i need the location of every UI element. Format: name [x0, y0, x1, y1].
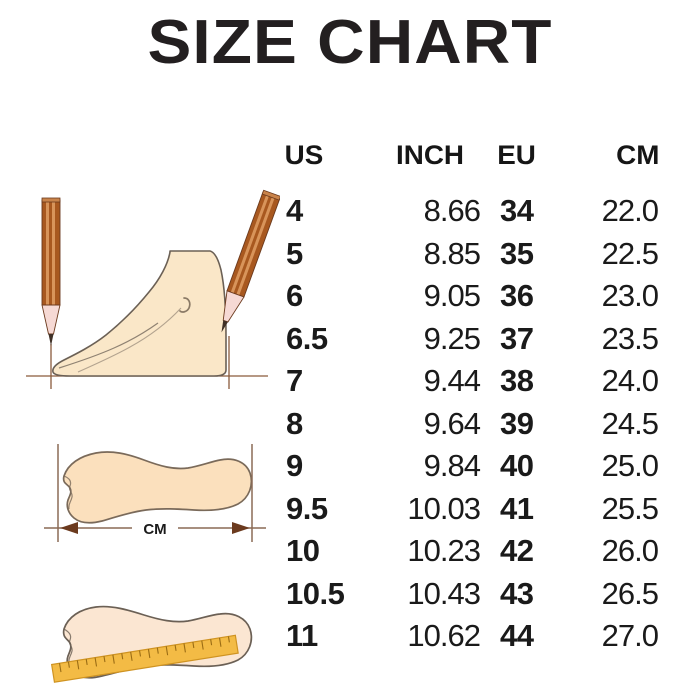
table-row: 4 8.66 34 22.0: [286, 190, 659, 233]
size-conversion-table: US INCH EU CM 4 8.66 34 22.0 5 8.85 35 22.5 6 9.0…: [284, 140, 660, 658]
cell-cm: 22.0: [601, 193, 659, 228]
foot-silhouette: [52, 250, 227, 377]
cell-us: 10.5: [286, 575, 345, 611]
table-row: 6.5 9.25 37 23.5: [286, 318, 659, 361]
footprint-cm-illustration: CM: [28, 418, 268, 568]
dimension-arrow-left: [60, 522, 78, 534]
table-row: 10 10.23 42 26.0: [286, 530, 659, 573]
dimension-arrow-right: [232, 522, 250, 534]
cell-cm: 24.5: [601, 405, 659, 441]
column-header-eu: EU: [497, 140, 536, 170]
pencil-right-icon: [221, 189, 280, 333]
cell-eu: 43: [500, 575, 534, 611]
cell-eu: 39: [500, 405, 534, 441]
table-header: US INCH EU CM: [284, 140, 660, 190]
cell-cm: 26.0: [601, 533, 659, 568]
cell-cm: 24.0: [601, 363, 659, 398]
cell-eu: 36: [500, 278, 534, 313]
cell-inch: 10.23: [407, 533, 481, 568]
cell-us: 6.5: [286, 320, 328, 356]
cell-cm: 25.0: [601, 448, 659, 483]
cell-us: 7: [286, 363, 303, 398]
sole-curve: [58, 322, 159, 369]
cell-eu: 34: [500, 193, 534, 228]
size-table: US INCH EU CM 4 8.66 34 22.0 5 8.85 35 22.5 6 9.0…: [284, 140, 660, 658]
cell-us: 6: [286, 278, 303, 313]
cell-eu: 35: [500, 235, 534, 271]
tape-ticks: [59, 636, 230, 673]
table-row: 6 9.05 36 23.0: [286, 275, 659, 318]
toe-nicks: [63, 628, 73, 664]
pencil-left-icon: [41, 197, 61, 346]
ankle-bone-mark: [179, 297, 191, 313]
table-row: 9.5 10.03 41 25.5: [286, 488, 659, 531]
column-header-cm: CM: [616, 140, 660, 170]
table-row: 10.5 10.43 43 26.5: [286, 573, 659, 616]
cell-eu: 42: [500, 533, 534, 568]
page-title: SIZE CHART: [147, 8, 553, 77]
cell-inch: 9.25: [423, 320, 481, 356]
cell-inch: 9.84: [423, 448, 481, 483]
cell-eu: 40: [500, 448, 534, 483]
cell-us: 9.5: [286, 490, 328, 526]
cell-eu: 44: [500, 618, 534, 653]
cell-eu: 37: [500, 320, 534, 356]
table-body: 4 8.66 34 22.0 5 8.85 35 22.5 6 9.05 36 23.0 6.5 9.25…: [286, 190, 659, 658]
cell-cm: 22.5: [601, 235, 659, 271]
column-header-inch: INCH: [396, 140, 464, 170]
cell-inch: 10.43: [407, 575, 481, 611]
table-row: 11 10.62 44 27.0: [286, 615, 659, 658]
cell-cm: 23.5: [601, 320, 659, 356]
cell-us: 10: [286, 533, 320, 568]
footprint-tape-illustration: [30, 585, 270, 695]
table-row: 7 9.44 38 24.0: [286, 360, 659, 403]
cell-cm: 26.5: [601, 575, 659, 611]
cell-cm: 27.0: [601, 618, 659, 653]
cell-us: 8: [286, 405, 303, 441]
cell-us: 5: [286, 235, 303, 271]
foot-side-view-illustration: [18, 186, 280, 398]
measuring-tape-icon: [50, 634, 239, 683]
arch-detail: [77, 307, 182, 373]
cell-us: 11: [286, 618, 318, 653]
toe-nicks: [63, 475, 73, 510]
cell-us: 9: [286, 448, 303, 483]
cell-inch: 10.62: [407, 618, 481, 653]
footprint-silhouette: [62, 451, 253, 524]
table-row: 5 8.85 35 22.5: [286, 233, 659, 276]
cell-cm: 23.0: [601, 278, 659, 313]
table-row: 8 9.64 39 24.5: [286, 403, 659, 446]
header-row: US INCH EU CM: [284, 140, 660, 190]
cell-us: 4: [286, 193, 303, 228]
cell-cm: 25.5: [601, 490, 659, 526]
cm-dimension-label: CM: [143, 521, 166, 538]
cell-eu: 41: [500, 490, 534, 526]
cell-eu: 38: [500, 363, 534, 398]
cell-inch: 8.85: [423, 235, 481, 271]
cell-inch: 8.66: [423, 193, 481, 228]
table-row: 9 9.84 40 25.0: [286, 445, 659, 488]
cell-inch: 9.44: [423, 363, 481, 398]
column-header-us: US: [284, 140, 324, 170]
cell-inch: 9.05: [423, 278, 481, 313]
cell-inch: 10.03: [407, 490, 481, 526]
cell-inch: 9.64: [423, 405, 481, 441]
